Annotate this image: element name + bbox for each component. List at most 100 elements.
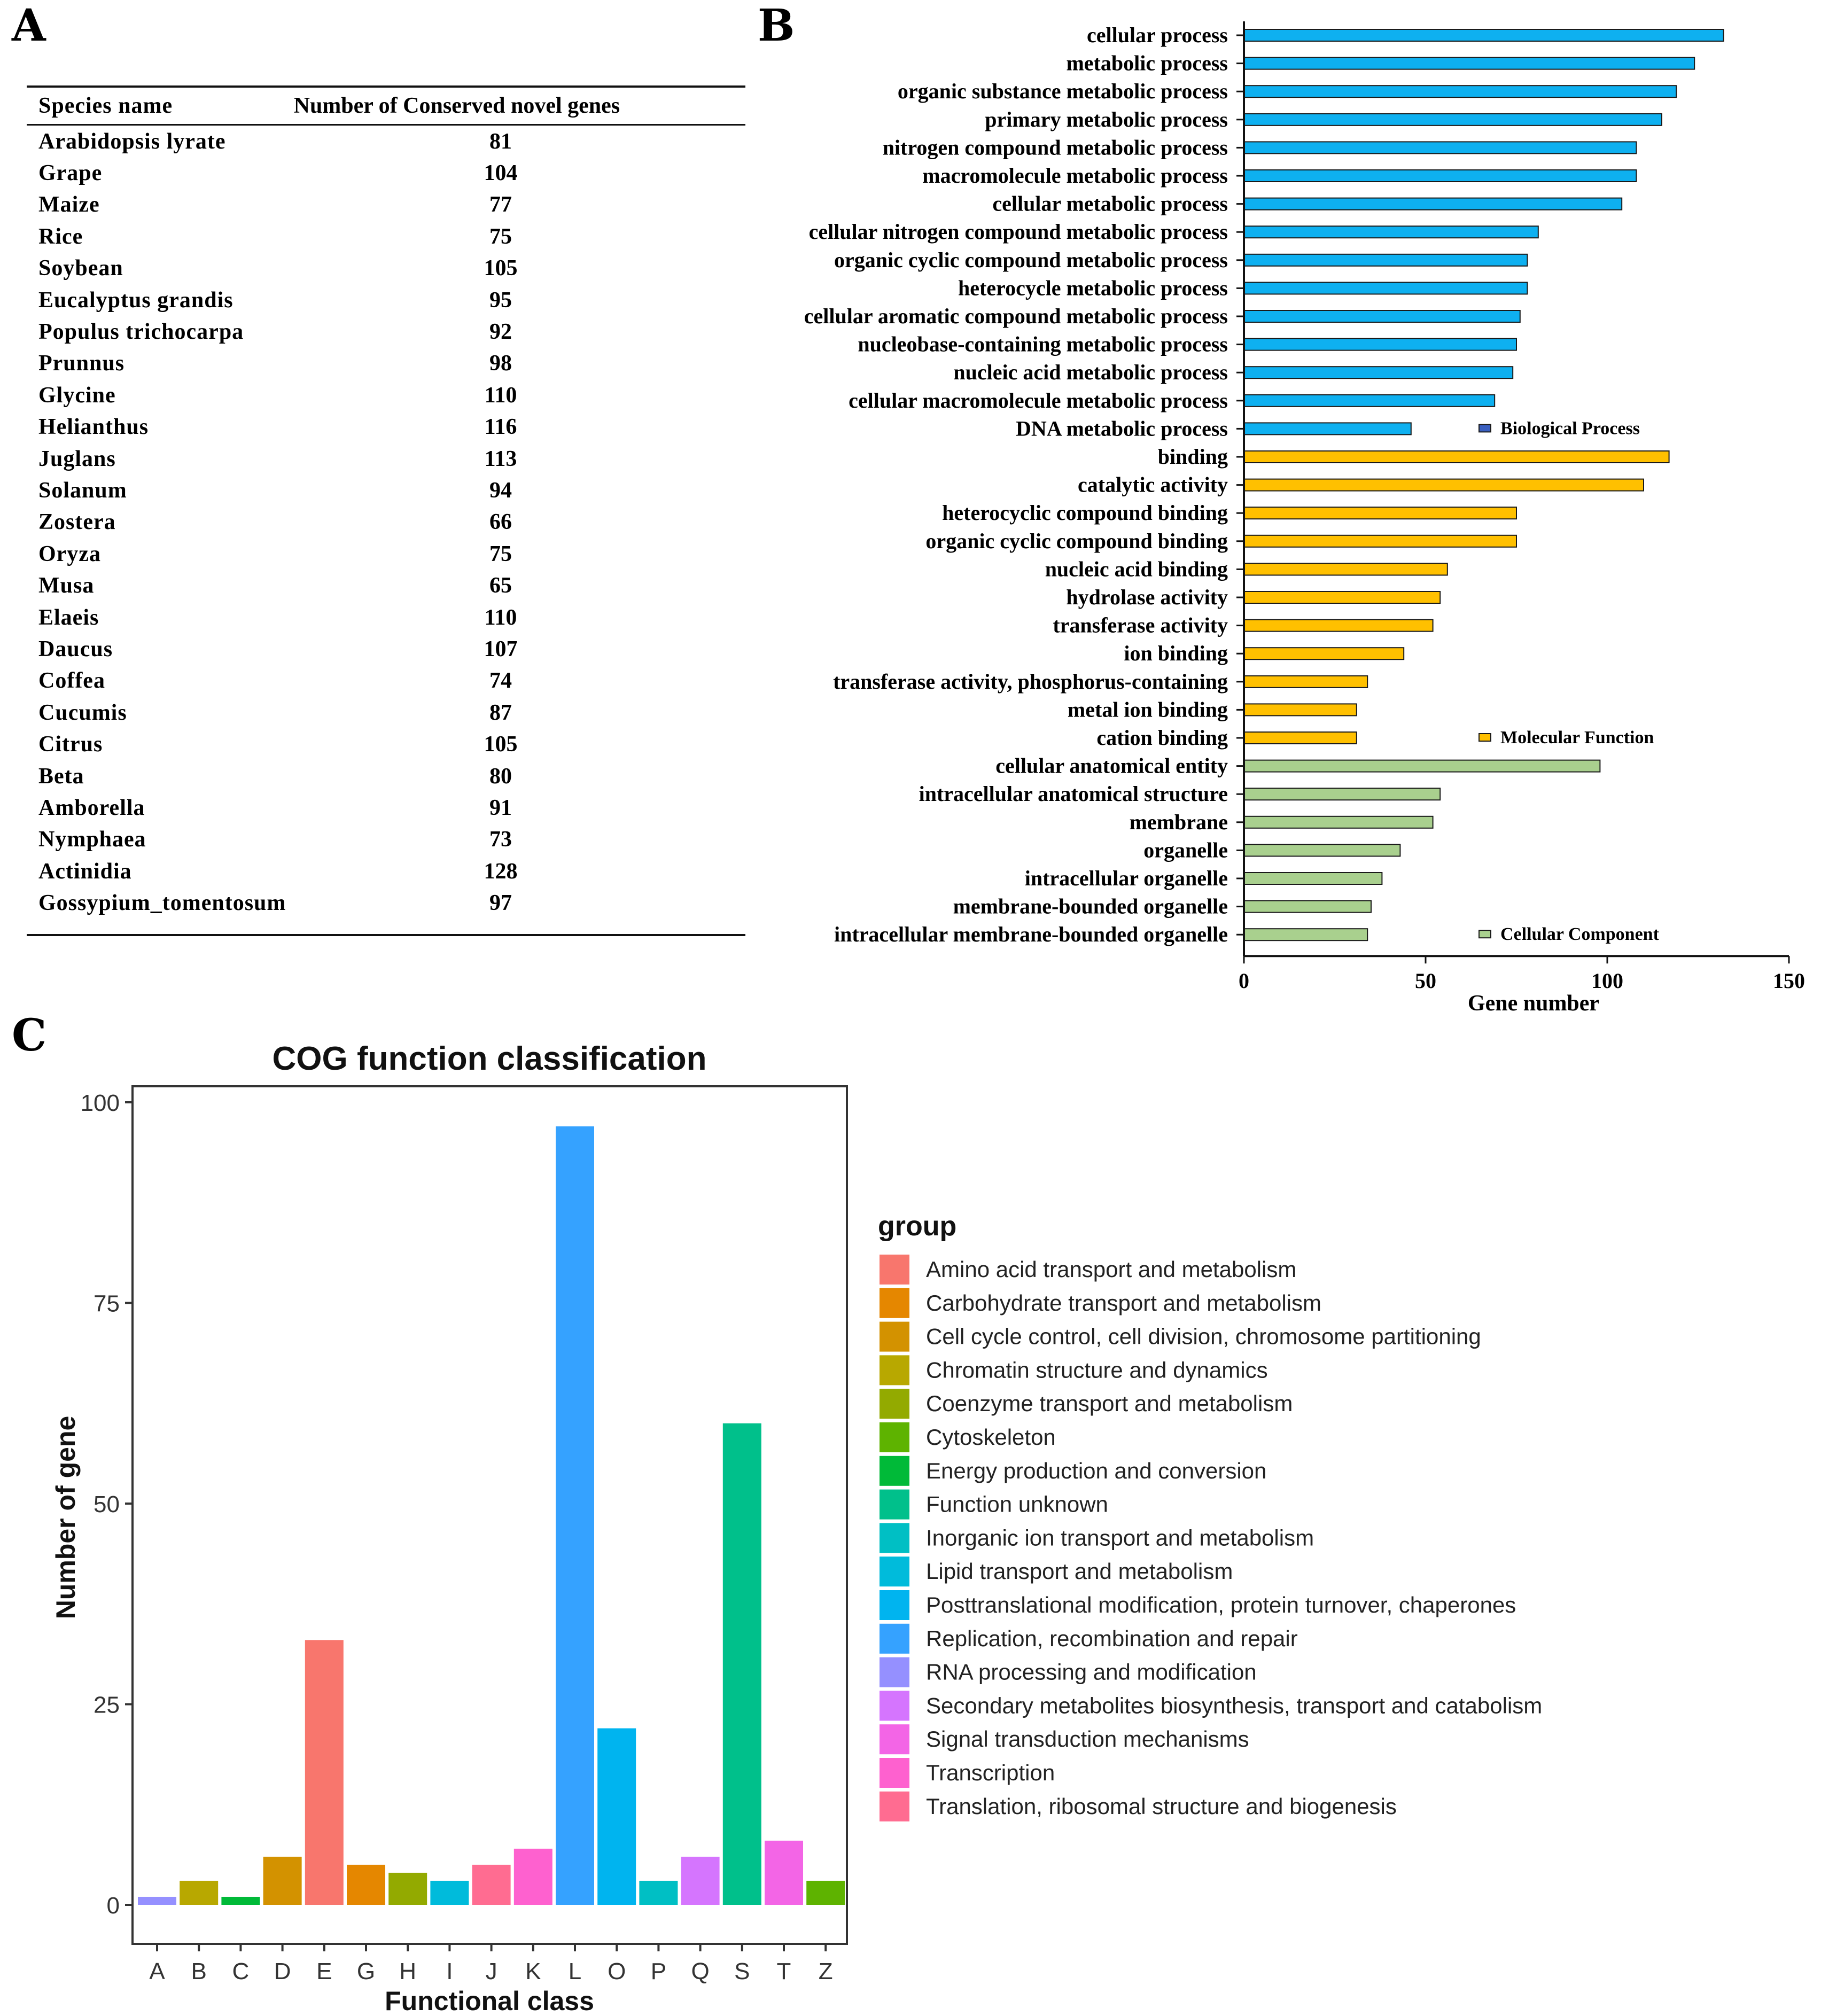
cog-x-tick-label: H bbox=[399, 1958, 416, 1984]
cog-x-tick-label: J bbox=[486, 1958, 497, 1984]
cog-legend-label: Posttranslational modification, protein … bbox=[926, 1592, 1516, 1617]
go-category-label: transferase activity bbox=[1053, 613, 1228, 637]
cog-bar bbox=[138, 1896, 176, 1905]
table-row: Rice 75 bbox=[27, 221, 745, 252]
table-row: Elaeis 110 bbox=[27, 602, 745, 633]
cog-legend-swatch bbox=[880, 1489, 909, 1520]
species-cell: Musa bbox=[38, 573, 95, 598]
species-cell: Arabidopsis lyrate bbox=[38, 129, 226, 154]
count-cell: 97 bbox=[489, 891, 512, 916]
table-row: Beta 80 bbox=[27, 760, 745, 792]
cog-legend-swatch bbox=[880, 1758, 909, 1788]
cog-bar bbox=[639, 1880, 678, 1905]
table-row: Prunnus 98 bbox=[27, 348, 745, 379]
count-cell: 95 bbox=[489, 287, 512, 313]
cog-x-tick-label: E bbox=[316, 1958, 332, 1984]
go-x-tick-label: 150 bbox=[1773, 969, 1805, 993]
species-cell: Amborella bbox=[38, 795, 145, 820]
go-legend-swatch bbox=[1478, 930, 1491, 939]
go-category-label: nucleobase-containing metabolic process bbox=[858, 332, 1228, 356]
cog-bar bbox=[472, 1864, 511, 1905]
species-cell: Juglans bbox=[38, 446, 116, 471]
go-category-label: organic substance metabolic process bbox=[898, 79, 1228, 103]
species-cell: Cucumis bbox=[38, 700, 127, 725]
header-species-name: Species name bbox=[38, 94, 173, 118]
cog-legend-swatch bbox=[880, 1623, 909, 1654]
cog-x-tick-label: A bbox=[149, 1958, 165, 1984]
species-cell: Grape bbox=[38, 161, 103, 186]
go-legend-label: Cellular Component bbox=[1500, 924, 1660, 944]
table-row: Oryza 75 bbox=[27, 538, 745, 570]
cog-legend-swatch bbox=[880, 1590, 909, 1620]
cog-legend-label: RNA processing and modification bbox=[926, 1660, 1257, 1685]
cog-legend-swatch bbox=[880, 1389, 909, 1419]
count-cell: 107 bbox=[484, 636, 518, 661]
cog-legend-label: Function unknown bbox=[926, 1492, 1108, 1517]
go-category-label: membrane bbox=[1130, 810, 1228, 834]
table-body: Arabidopsis lyrate 81 Grape 104 Maize 77 Rice 7… bbox=[27, 126, 745, 919]
cog-x-tick-label: D bbox=[274, 1958, 291, 1984]
species-cell: Zostera bbox=[38, 510, 116, 535]
table-row: Solanum 94 bbox=[27, 474, 745, 506]
cog-legend-swatch bbox=[880, 1255, 909, 1285]
cog-x-tick-label: T bbox=[777, 1958, 791, 1984]
go-category-label: metal ion binding bbox=[1068, 697, 1228, 721]
cog-bar bbox=[430, 1880, 469, 1905]
cog-x-tick-label: S bbox=[734, 1958, 750, 1984]
table-top-rule bbox=[27, 85, 745, 88]
cog-x-tick-label: K bbox=[525, 1958, 541, 1984]
header-gene-count: Number of Conserved novel genes bbox=[293, 94, 620, 118]
go-category-label: primary metabolic process bbox=[985, 107, 1228, 131]
cog-legend-swatch bbox=[880, 1791, 909, 1822]
go-x-tick-label: 50 bbox=[1415, 969, 1436, 993]
go-category-label: cellular anatomical entity bbox=[995, 754, 1228, 778]
cog-legend-label: Chromatin structure and dynamics bbox=[926, 1357, 1268, 1382]
cog-legend-label: Carbohydrate transport and metabolism bbox=[926, 1290, 1321, 1316]
cog-bar bbox=[597, 1728, 636, 1905]
cog-x-tick-label: I bbox=[446, 1958, 453, 1984]
table-row: Populus trichocarpa 92 bbox=[27, 316, 745, 347]
cog-y-tick-label: 0 bbox=[107, 1893, 120, 1919]
count-cell: 81 bbox=[489, 129, 512, 154]
go-category-label: heterocyclic compound binding bbox=[942, 501, 1228, 525]
count-cell: 105 bbox=[484, 256, 518, 281]
go-category-label: hydrolase activity bbox=[1066, 585, 1228, 609]
go-x-tick-label: 0 bbox=[1239, 969, 1249, 993]
cog-x-tick-label: Q bbox=[691, 1958, 709, 1984]
go-category-label: heterocycle metabolic process bbox=[958, 276, 1228, 300]
species-cell: Maize bbox=[38, 192, 100, 217]
count-cell: 65 bbox=[489, 573, 512, 598]
go-legend-label: Biological Process bbox=[1500, 418, 1640, 438]
cog-y-tick-label: 100 bbox=[81, 1090, 120, 1116]
cog-x-tick-label: Z bbox=[819, 1958, 833, 1984]
go-category-label: nucleic acid binding bbox=[1045, 557, 1228, 581]
cog-x-tick-label: B bbox=[191, 1958, 207, 1984]
count-cell: 94 bbox=[489, 478, 512, 503]
cog-legend-swatch bbox=[880, 1724, 909, 1755]
go-category-label: intracellular anatomical structure bbox=[919, 782, 1228, 806]
table-row: Citrus 105 bbox=[27, 728, 745, 760]
go-legend-swatch bbox=[1478, 424, 1491, 433]
cog-bar bbox=[681, 1856, 720, 1905]
count-cell: 110 bbox=[484, 383, 517, 408]
table-row: Zostera 66 bbox=[27, 507, 745, 538]
cog-bar bbox=[221, 1896, 260, 1905]
cog-chart-title: COG function classification bbox=[273, 1040, 707, 1077]
go-category-label: cellular nitrogen compound metabolic pro… bbox=[809, 220, 1228, 244]
cog-legend-label: Transcription bbox=[926, 1760, 1055, 1785]
panel-label-a: A bbox=[12, 0, 46, 51]
count-cell: 73 bbox=[489, 827, 512, 852]
cog-legend-label: Replication, recombination and repair bbox=[926, 1626, 1298, 1651]
go-legend-swatch bbox=[1478, 733, 1491, 742]
table-header-rule bbox=[27, 124, 745, 126]
count-cell: 87 bbox=[489, 700, 512, 725]
go-category-label: membrane-bounded organelle bbox=[953, 894, 1228, 919]
count-cell: 75 bbox=[489, 541, 512, 566]
table-row: Soybean 105 bbox=[27, 253, 745, 284]
species-cell: Daucus bbox=[38, 636, 113, 661]
cog-bar bbox=[305, 1640, 344, 1905]
cog-legend-swatch bbox=[880, 1288, 909, 1318]
cog-y-tick-label: 75 bbox=[94, 1291, 120, 1317]
table-row: Gossypium_tomentosum 97 bbox=[27, 887, 745, 919]
cog-bar bbox=[556, 1126, 594, 1905]
